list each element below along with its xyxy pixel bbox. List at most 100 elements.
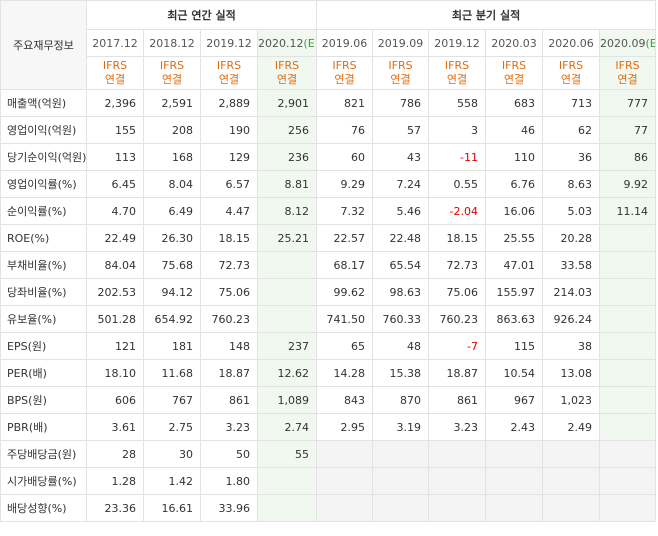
value-cell: 13.08 — [542, 359, 601, 387]
value-cell — [256, 251, 318, 279]
accounting-standard: IFRS 연결 — [256, 56, 318, 90]
value-cell: 863.63 — [485, 305, 544, 333]
value-cell: 1.28 — [86, 467, 144, 495]
value-cell — [372, 467, 430, 495]
value-cell — [256, 305, 318, 333]
value-cell — [372, 440, 430, 468]
value-cell: 168 — [143, 143, 201, 171]
value-cell: 2,889 — [200, 89, 258, 117]
value-cell: 86 — [599, 143, 657, 171]
standard-consolidated: 연결 — [161, 73, 183, 86]
period-label: 2019.06 — [321, 36, 368, 50]
accounting-standard: IFRS 연결 — [316, 56, 374, 90]
row-label: 영업이익률(%) — [0, 170, 87, 198]
period-header: 2019.09 — [372, 29, 430, 57]
value-cell: 9.92 — [599, 170, 657, 198]
quarter-group-header: 최근 분기 실적 — [316, 0, 657, 30]
standard-consolidated: 연결 — [560, 73, 582, 86]
value-cell: 50 — [200, 440, 258, 468]
standard-consolidated: 연결 — [390, 73, 411, 86]
value-cell: 98.63 — [372, 278, 430, 306]
value-cell: 18.87 — [200, 359, 258, 387]
value-cell: 20.28 — [542, 224, 601, 252]
value-cell: 22.49 — [86, 224, 144, 252]
period-label: 2019.09 — [377, 36, 424, 50]
value-cell: 77 — [599, 116, 657, 144]
value-cell: 121 — [86, 332, 144, 360]
value-cell: 28 — [86, 440, 144, 468]
value-cell: 11.68 — [143, 359, 201, 387]
value-cell: 23.36 — [86, 494, 144, 522]
value-cell: 18.10 — [86, 359, 144, 387]
value-cell: 5.03 — [542, 197, 601, 225]
value-cell: 256 — [256, 116, 318, 144]
period-header: 2019.06 — [316, 29, 374, 57]
value-cell: 155 — [86, 116, 144, 144]
standard-consolidated: 연결 — [503, 73, 525, 86]
period-header: 2020.12(E) — [256, 29, 318, 57]
value-cell: 3.19 — [372, 413, 430, 441]
value-cell — [256, 278, 318, 306]
value-cell: 713 — [542, 89, 601, 117]
value-cell: 4.47 — [200, 197, 258, 225]
value-cell: 5.46 — [372, 197, 430, 225]
value-cell: -7 — [428, 332, 487, 360]
row-label: 매출액(억원) — [0, 89, 87, 117]
standard-consolidated: 연결 — [446, 73, 468, 86]
value-cell: 760.33 — [372, 305, 430, 333]
value-cell: 2,591 — [143, 89, 201, 117]
value-cell: 47.01 — [485, 251, 544, 279]
value-cell — [542, 494, 601, 522]
standard-header-row: IFRS 연결 IFRS 연결 IFRS 연결 IFRS 연결 IFRS 연결 IFRS 연결 IFRS… — [1, 56, 657, 90]
value-cell: 72.73 — [200, 251, 258, 279]
value-cell: 741.50 — [316, 305, 374, 333]
standard-ifrs: IFRS — [615, 59, 640, 72]
value-cell: 62 — [542, 116, 601, 144]
value-cell: 75.06 — [200, 278, 258, 306]
value-cell: 48 — [372, 332, 430, 360]
value-cell: 3.61 — [86, 413, 144, 441]
value-cell: 2.75 — [143, 413, 201, 441]
value-cell: 72.73 — [428, 251, 487, 279]
table-row: 매출액(억원) 2,396 2,591 2,889 2,901 821 786 558 683 7… — [0, 89, 657, 117]
row-label: 당좌비율(%) — [0, 278, 87, 306]
value-cell: -11 — [428, 143, 487, 171]
value-cell — [485, 467, 544, 495]
value-cell: 7.32 — [316, 197, 374, 225]
value-cell: 4.70 — [86, 197, 144, 225]
row-label: ROE(%) — [0, 224, 87, 252]
period-header-row: 2017.122018.122019.122020.12(E)2019.0620… — [1, 29, 657, 57]
value-cell: 760.23 — [428, 305, 487, 333]
value-cell: 7.24 — [372, 170, 430, 198]
value-cell: 926.24 — [542, 305, 601, 333]
value-cell — [599, 278, 657, 306]
value-cell — [428, 467, 487, 495]
table-row: 유보율(%) 501.28 654.92 760.23 741.50 760.33 760.… — [0, 305, 657, 333]
value-cell — [599, 359, 657, 387]
period-label: 2020.09 — [600, 36, 646, 50]
value-cell: 14.28 — [316, 359, 374, 387]
value-cell — [599, 251, 657, 279]
value-cell: 9.29 — [316, 170, 374, 198]
value-cell: 6.45 — [86, 170, 144, 198]
standard-consolidated: 연결 — [104, 73, 126, 86]
value-cell: 843 — [316, 386, 374, 414]
standard-ifrs: IFRS — [388, 59, 413, 72]
value-cell: 2.74 — [256, 413, 318, 441]
value-cell: 68.17 — [316, 251, 374, 279]
value-cell — [256, 494, 318, 522]
value-cell: -2.04 — [428, 197, 487, 225]
period-header: 2019.12 — [428, 29, 487, 57]
value-cell: 43 — [372, 143, 430, 171]
value-cell: 155.97 — [485, 278, 544, 306]
row-label: 영업이익(억원) — [0, 116, 87, 144]
value-cell: 22.48 — [372, 224, 430, 252]
period-header: 2017.12 — [86, 29, 144, 57]
value-cell: 8.12 — [256, 197, 318, 225]
value-cell: 36 — [542, 143, 601, 171]
value-cell: 94.12 — [143, 278, 201, 306]
value-cell: 2.43 — [485, 413, 544, 441]
value-cell — [428, 440, 487, 468]
value-cell — [316, 467, 374, 495]
table-row: 당기순이익(억원) 113 168 129 236 60 43 -11 110 36 86 — [0, 143, 657, 171]
